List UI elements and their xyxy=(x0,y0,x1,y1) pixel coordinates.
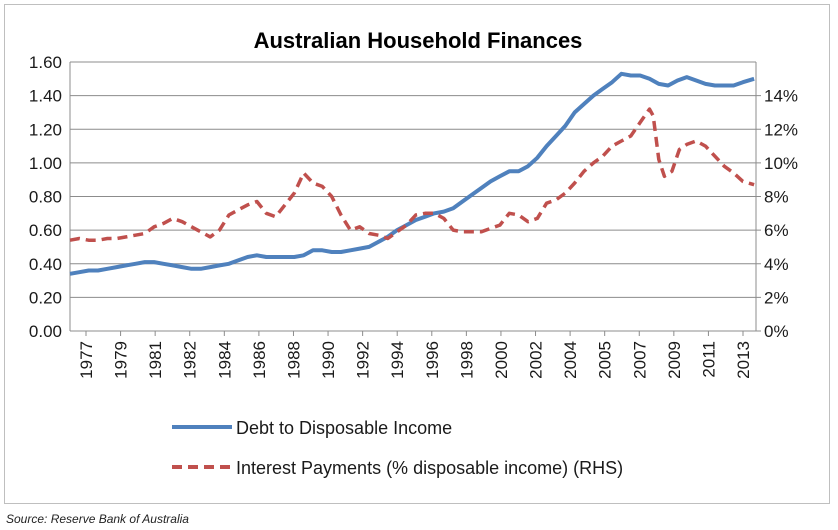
x-tick-label: 1998 xyxy=(457,341,476,379)
x-tick-label: 1990 xyxy=(319,341,338,379)
y-left-tick-label: 1.20 xyxy=(29,120,62,139)
y-right-tick-label: 6% xyxy=(764,221,789,240)
legend-label: Debt to Disposable Income xyxy=(236,418,452,438)
x-tick-label: 2004 xyxy=(561,341,580,379)
x-tick-label: 1977 xyxy=(77,341,96,379)
y-right-tick-label: 10% xyxy=(764,154,798,173)
x-tick-label: 2005 xyxy=(596,341,615,379)
x-tick-label: 2000 xyxy=(492,341,511,379)
x-tick-label: 1994 xyxy=(388,341,407,379)
chart-title: Australian Household Finances xyxy=(254,28,583,53)
source-note: Source: Reserve Bank of Australia xyxy=(6,512,189,526)
debt-to-income-line xyxy=(69,71,755,276)
legend: Debt to Disposable Income Interest Paymen… xyxy=(172,418,623,478)
y-left-tick-label: 0.00 xyxy=(29,322,62,341)
y-right-tick-label: 4% xyxy=(764,255,789,274)
series-lines xyxy=(69,71,755,276)
x-tick-label: 2009 xyxy=(665,341,684,379)
x-tick-label: 2011 xyxy=(699,341,718,378)
x-tick-label: 2002 xyxy=(527,341,546,379)
x-tick-label: 2013 xyxy=(734,341,753,379)
x-tick-label: 1996 xyxy=(423,341,442,379)
interest-payments-line xyxy=(69,107,755,242)
y-left-tick-label: 1.60 xyxy=(29,53,62,72)
x-tick-label: 1982 xyxy=(181,341,200,379)
y-left-tick-label: 0.40 xyxy=(29,255,62,274)
x-tick-label: 1984 xyxy=(215,341,234,379)
y-right-tick-label: 2% xyxy=(764,288,789,307)
y-right-tick-label: 14% xyxy=(764,87,798,106)
y-left-tick-label: 1.00 xyxy=(29,154,62,173)
y-right-tick-label: 0% xyxy=(764,322,789,341)
y-right-tick-label: 12% xyxy=(764,120,798,139)
x-tick-label: 2007 xyxy=(630,341,649,379)
x-tick-label: 1992 xyxy=(354,341,373,379)
y-left-tick-label: 0.20 xyxy=(29,288,62,307)
y-right-tick-label: 8% xyxy=(764,188,789,207)
y-left-tick-label: 1.40 xyxy=(29,87,62,106)
gridlines xyxy=(70,61,756,298)
x-tick-label: 1988 xyxy=(284,341,303,379)
y-left-tick-label: 0.60 xyxy=(29,221,62,240)
legend-label: Interest Payments (% disposable income) … xyxy=(236,458,623,478)
x-tick-label: 1979 xyxy=(112,341,131,379)
chart-frame xyxy=(4,4,830,504)
axes: 0.00 0.20 0.40 0.60 0.80 1.00 1.20 1.40 1.60 0% 2%… xyxy=(29,53,798,379)
x-tick-label: 1986 xyxy=(250,341,269,379)
y-left-tick-label: 0.80 xyxy=(29,188,62,207)
chart-svg: Australian Household Finances 0.000.200.… xyxy=(29,28,798,478)
x-tick-label: 1981 xyxy=(146,341,165,379)
